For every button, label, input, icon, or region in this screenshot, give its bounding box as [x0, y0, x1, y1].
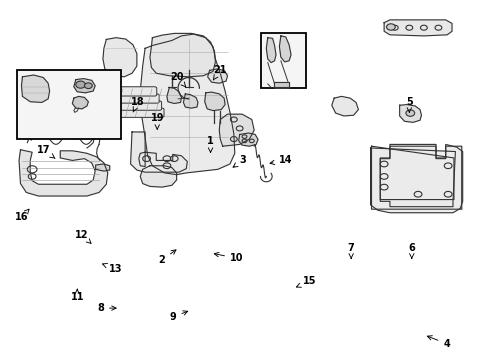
Text: 10: 10 — [214, 252, 243, 263]
Text: 12: 12 — [75, 230, 91, 243]
Text: 19: 19 — [150, 113, 163, 129]
Circle shape — [386, 24, 394, 30]
FancyBboxPatch shape — [102, 108, 163, 117]
Polygon shape — [384, 20, 451, 36]
Text: 6: 6 — [407, 243, 414, 258]
Polygon shape — [72, 96, 88, 109]
Bar — [17, 70, 121, 139]
FancyBboxPatch shape — [106, 94, 159, 103]
Text: 13: 13 — [102, 264, 122, 274]
Text: 8: 8 — [97, 303, 116, 313]
Polygon shape — [21, 75, 49, 103]
Text: 4: 4 — [427, 336, 449, 349]
Text: 16: 16 — [15, 209, 29, 222]
Polygon shape — [19, 150, 107, 196]
Text: 18: 18 — [131, 97, 144, 112]
Text: 17: 17 — [37, 145, 55, 158]
Text: 2: 2 — [159, 250, 176, 265]
Polygon shape — [74, 78, 95, 93]
Circle shape — [76, 81, 85, 88]
Polygon shape — [279, 36, 290, 62]
Polygon shape — [102, 38, 137, 77]
Text: 14: 14 — [269, 156, 291, 166]
Polygon shape — [219, 114, 254, 146]
Polygon shape — [273, 82, 288, 87]
Polygon shape — [207, 69, 227, 83]
Polygon shape — [371, 146, 461, 209]
Polygon shape — [150, 33, 215, 77]
Polygon shape — [399, 104, 421, 122]
Polygon shape — [204, 92, 224, 111]
Polygon shape — [130, 132, 187, 172]
Polygon shape — [140, 166, 176, 187]
Polygon shape — [96, 164, 109, 171]
Text: 21: 21 — [213, 65, 226, 80]
FancyBboxPatch shape — [109, 87, 157, 96]
Text: 9: 9 — [169, 311, 187, 322]
Text: 15: 15 — [296, 276, 316, 287]
Polygon shape — [166, 87, 181, 103]
Circle shape — [84, 83, 92, 89]
Circle shape — [405, 110, 414, 116]
Text: 5: 5 — [405, 97, 412, 112]
Polygon shape — [183, 94, 198, 108]
Text: 20: 20 — [169, 72, 185, 87]
Text: 7: 7 — [347, 243, 354, 258]
Polygon shape — [238, 133, 258, 146]
Polygon shape — [331, 96, 358, 116]
Bar — [261, 33, 305, 88]
Polygon shape — [140, 34, 234, 175]
Text: 11: 11 — [70, 289, 84, 302]
Text: 3: 3 — [233, 156, 246, 167]
Polygon shape — [266, 38, 275, 63]
Polygon shape — [370, 144, 462, 213]
Text: 1: 1 — [207, 136, 213, 152]
FancyBboxPatch shape — [104, 101, 161, 110]
